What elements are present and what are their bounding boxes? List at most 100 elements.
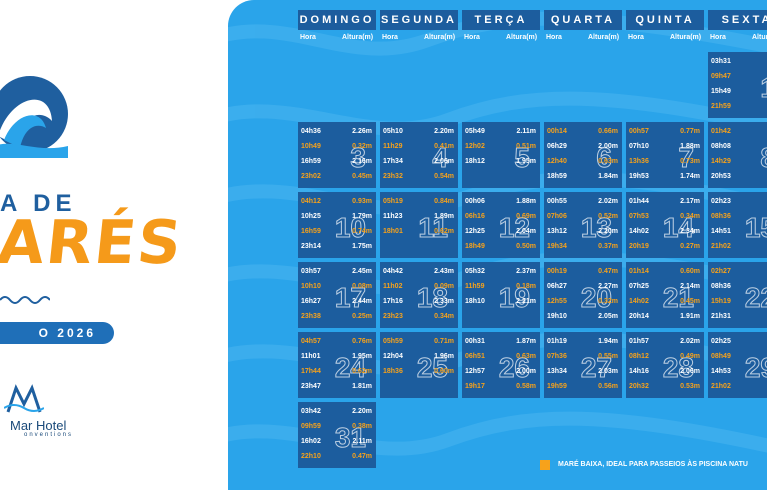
- tide-time: 00h19: [547, 268, 567, 275]
- day-cell[interactable]: 5 05h49 2.11m 12h02 0.51m 18h12 1.95m: [462, 122, 540, 188]
- day-cell[interactable]: 21 01h14 0.60m 07h25 2.14m 14h02 0.45m 20h14 1.9…: [626, 262, 704, 328]
- day-number: 5: [514, 142, 531, 174]
- low-tide-row: 21h02: [711, 243, 767, 254]
- tide-time: 23h38: [301, 313, 321, 320]
- low-tide-row: 04h12 0.93m: [301, 198, 372, 209]
- legend: MARÉ BAIXA, IDEAL PARA PASSEIOS ÀS PISCI…: [540, 460, 767, 470]
- day-cell[interactable]: 7 00h57 0.77m 07h10 1.88m 13h36 0.73m 19h53 1.74…: [626, 122, 704, 188]
- tide-height: 0.47m: [598, 268, 618, 275]
- low-tide-row: 16h59 0.74m: [301, 228, 372, 239]
- tide-height: 2.43m: [434, 268, 454, 275]
- low-tide-swatch: [540, 460, 550, 470]
- day-number: 15: [744, 212, 767, 244]
- day-cell[interactable]: 24 04h57 0.76m 11h01 1.95m 17h44 0.62m 23h47 1.8…: [298, 332, 376, 398]
- day-cell[interactable]: 11 05h19 0.84m 11h23 1.89m 18h01 0.62m: [380, 192, 458, 258]
- day-cell[interactable]: 12 00h06 1.88m 06h16 0.69m 12h25 2.04m 18h49 0.5…: [462, 192, 540, 258]
- day-cell[interactable]: 19 05h32 2.37m 11h59 0.18m 18h10 2.21m: [462, 262, 540, 328]
- tide-height: 1.74m: [680, 173, 700, 180]
- day-cell[interactable]: 10 04h12 0.93m 10h25 1.79m 16h59 0.74m 23h14 1.7…: [298, 192, 376, 258]
- tide-height: 2.21m: [516, 298, 536, 305]
- tide-time: 07h36: [547, 353, 567, 360]
- tide-time: 05h10: [383, 128, 403, 135]
- tide-time: 17h44: [301, 368, 321, 375]
- day-number: 12: [498, 212, 530, 244]
- high-tide-row: 17h34 2.06m: [383, 158, 454, 169]
- day-cell[interactable]: 13 00h55 2.02m 07h06 0.52m 13h12 2.20m 19h34 0.3…: [544, 192, 622, 258]
- tide-time: 21h02: [711, 383, 731, 390]
- day-cell[interactable]: 27 01h19 1.94m 07h36 0.55m 13h34 2.03m 19h59 0.5…: [544, 332, 622, 398]
- tide-height: 0.74m: [352, 228, 372, 235]
- wave-logo-icon: [0, 76, 68, 158]
- tide-time: 23h47: [301, 383, 321, 390]
- day-cell[interactable]: 29 02h25 08h49 14h53 21h02: [708, 332, 767, 398]
- high-tide-row: 05h10 2.20m: [383, 128, 454, 139]
- high-tide-row: 05h32 2.37m: [465, 268, 536, 279]
- low-tide-row: 23h02 0.45m: [301, 173, 372, 184]
- low-tide-row: 22h10 0.47m: [301, 453, 372, 464]
- low-tide-row: 11h02 0.09m: [383, 283, 454, 294]
- hora-header: Hora: [300, 34, 316, 41]
- tide-time: 18h12: [465, 158, 485, 165]
- day-number: 27: [580, 352, 612, 384]
- low-tide-row: 07h06 0.52m: [547, 213, 618, 224]
- tide-height: 0.38m: [352, 423, 372, 430]
- high-tide-row: 12h25 2.04m: [465, 228, 536, 239]
- day-cell[interactable]: 26 00h31 1.87m 06h51 0.63m 12h57 2.00m 19h17 0.5…: [462, 332, 540, 398]
- day-number: 24: [334, 352, 366, 384]
- day-cell[interactable]: 31 03h42 2.20m 09h59 0.38m 16h02 2.11m 22h10 0.4…: [298, 402, 376, 468]
- tide-time: 00h55: [547, 198, 567, 205]
- tide-time: 19h17: [465, 383, 485, 390]
- low-tide-row: 20h32 0.53m: [629, 383, 700, 394]
- day-cell[interactable]: 15 02h23 08h36 14h51 21h02: [708, 192, 767, 258]
- tide-height: 2.02m: [598, 198, 618, 205]
- high-tide-row: 08h08: [711, 143, 767, 154]
- day-cell[interactable]: 17 03h57 2.45m 10h10 0.08m 16h27 2.44m 23h38 0.2…: [298, 262, 376, 328]
- low-tide-row: 13h36 0.73m: [629, 158, 700, 169]
- tide-time: 14h02: [629, 228, 649, 235]
- hotel-logo-icon: [4, 384, 44, 413]
- low-tide-row: 07h36 0.55m: [547, 353, 618, 364]
- high-tide-row: 01h19 1.94m: [547, 338, 618, 349]
- hotel-subtitle: onventions: [24, 432, 74, 438]
- high-tide-row: 08h36: [711, 283, 767, 294]
- low-tide-row: 01h14 0.60m: [629, 268, 700, 279]
- tide-height: 0.37m: [598, 243, 618, 250]
- tide-height: 1.75m: [352, 243, 372, 250]
- high-tide-row: 12h57 2.00m: [465, 368, 536, 379]
- day-cell[interactable]: 20 00h19 0.47m 06h27 2.27m 12h55 0.32m 19h10 2.0…: [544, 262, 622, 328]
- low-tide-row: 02h27: [711, 268, 767, 279]
- high-tide-row: 16h02 2.11m: [301, 438, 372, 449]
- day-cell[interactable]: 18 04h42 2.43m 11h02 0.09m 17h16 2.33m 23h23 0.3…: [380, 262, 458, 328]
- day-number: 21: [662, 282, 694, 314]
- day-cell[interactable]: 22 02h27 08h36 15h19 21h31: [708, 262, 767, 328]
- day-cell[interactable]: 8 01h42 08h08 14h29 20h53: [708, 122, 767, 188]
- tide-time: 19h34: [547, 243, 567, 250]
- high-tide-row: 06h27 2.27m: [547, 283, 618, 294]
- tide-time: 21h02: [711, 243, 731, 250]
- day-cell[interactable]: 25 05h59 0.71m 12h04 1.96m 18h36 0.60m: [380, 332, 458, 398]
- tide-height: 2.00m: [598, 143, 618, 150]
- high-tide-row: 18h10 2.21m: [465, 298, 536, 309]
- high-tide-row: 05h49 2.11m: [465, 128, 536, 139]
- tide-time: 18h49: [465, 243, 485, 250]
- day-cell[interactable]: 28 01h57 2.02m 08h12 0.49m 14h16 2.06m 20h32 0.5…: [626, 332, 704, 398]
- tide-time: 14h51: [711, 228, 731, 235]
- day-header: TERÇA: [462, 10, 540, 30]
- day-cell[interactable]: 14 01h44 2.17m 07h53 0.34m 14h02 2.34m 20h19 0.2…: [626, 192, 704, 258]
- tide-time: 10h25: [301, 213, 321, 220]
- day-cell[interactable]: 6 00h14 0.66m 06h29 2.00m 12h40 0.63m 18h59 1.84…: [544, 122, 622, 188]
- day-number: 6: [596, 142, 613, 174]
- high-tide-row: 23h47 1.81m: [301, 383, 372, 394]
- tide-height: 0.84m: [434, 198, 454, 205]
- tide-time: 23h32: [383, 173, 403, 180]
- low-tide-row: 10h49 0.32m: [301, 143, 372, 154]
- day-cell[interactable]: 4 05h10 2.20m 11h29 0.41m 17h34 2.06m 23h32 0.54…: [380, 122, 458, 188]
- day-cell[interactable]: 3 04h36 2.26m 10h49 0.32m 16h59 2.16m 23h02 0.45…: [298, 122, 376, 188]
- high-tide-row: 06h29 2.00m: [547, 143, 618, 154]
- low-tide-row: 09h59 0.38m: [301, 423, 372, 434]
- day-header: QUINTA: [626, 10, 704, 30]
- tide-time: 08h36: [711, 213, 731, 220]
- title-prefix: A DE: [0, 190, 77, 217]
- tide-height: 2.27m: [598, 283, 618, 290]
- day-cell[interactable]: 1 03h31 09h47 15h49 21h59: [708, 52, 767, 118]
